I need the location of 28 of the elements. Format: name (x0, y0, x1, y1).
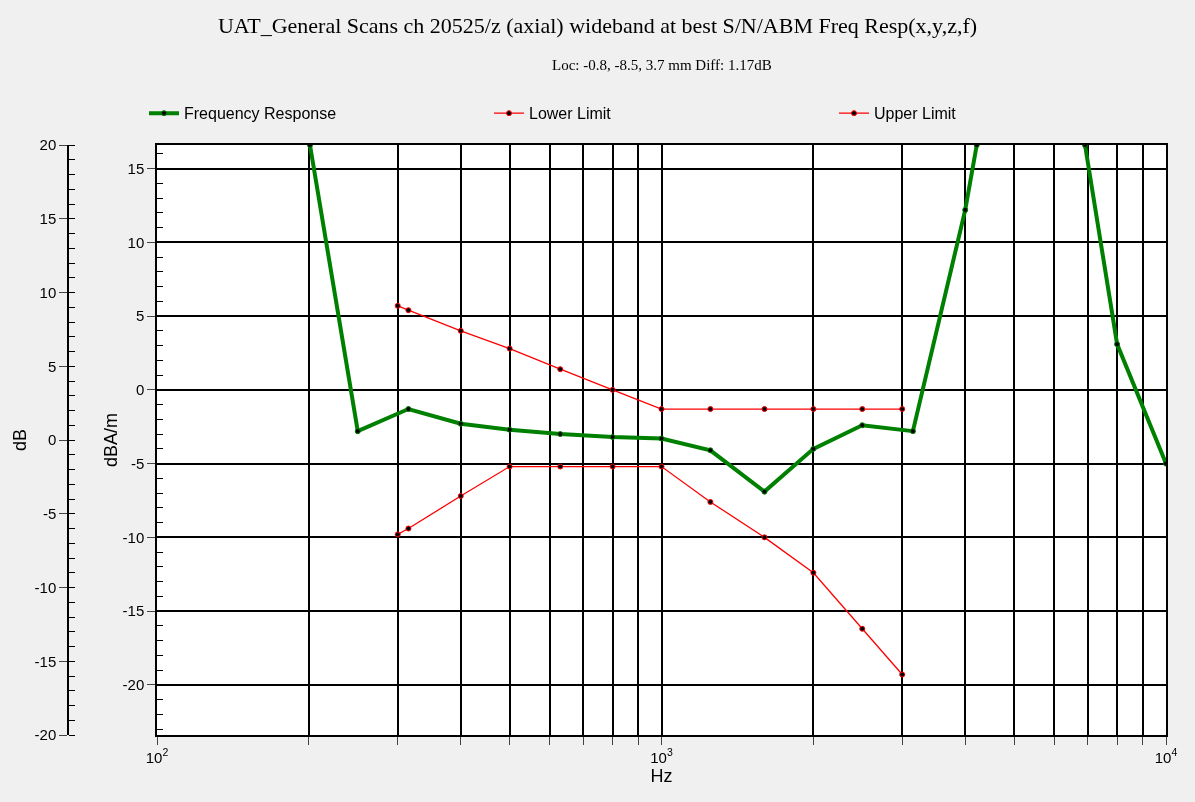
y-tick-label: 5 (135, 307, 145, 325)
legend-label: Upper Limit (874, 105, 957, 123)
x-tick-label: 10$^{2}$ (145, 746, 169, 766)
y-tick-label: -10 (122, 528, 145, 546)
x-tick-label: 10$^{4}$ (1154, 746, 1178, 766)
chart-title: UAT_General Scans ch 20525/z (axial) wideband at best S/N/ABM Freq Resp(x,y,z,f) (217, 13, 978, 39)
y2-axis-title: dB (10, 428, 31, 452)
y2-tick-label: -15 (34, 652, 57, 670)
y-tick-label: 15 (127, 159, 145, 177)
y-tick-label: -20 (122, 676, 145, 694)
y2-tick-label: 0 (47, 431, 57, 449)
y2-tick-label: -20 (34, 726, 57, 744)
y2-tick-label: 10 (39, 283, 57, 301)
legend-label: Frequency Response (184, 105, 337, 123)
y-axis-title: dBA/m (101, 412, 122, 468)
y2-tick-label: 5 (47, 357, 57, 375)
y-tick-label: 0 (135, 381, 145, 399)
x-axis-title: Hz (650, 765, 673, 786)
y2-tick-label: 15 (39, 210, 57, 227)
x-tick-label: 10$^{3}$ (650, 746, 673, 766)
y2-tick-label: -10 (34, 578, 57, 596)
y-tick-label: 10 (127, 233, 145, 251)
y2-tick-label: 20 (39, 136, 57, 154)
chart-subtitle: Loc: -0.8, -8.5, 3.7 mm Diff: 1.17dB (552, 57, 772, 73)
y-tick-label: -15 (122, 602, 145, 620)
legend-label: Lower Limit (529, 105, 612, 123)
y-tick-label: -5 (130, 454, 145, 472)
y2-tick-label: -5 (42, 505, 57, 522)
